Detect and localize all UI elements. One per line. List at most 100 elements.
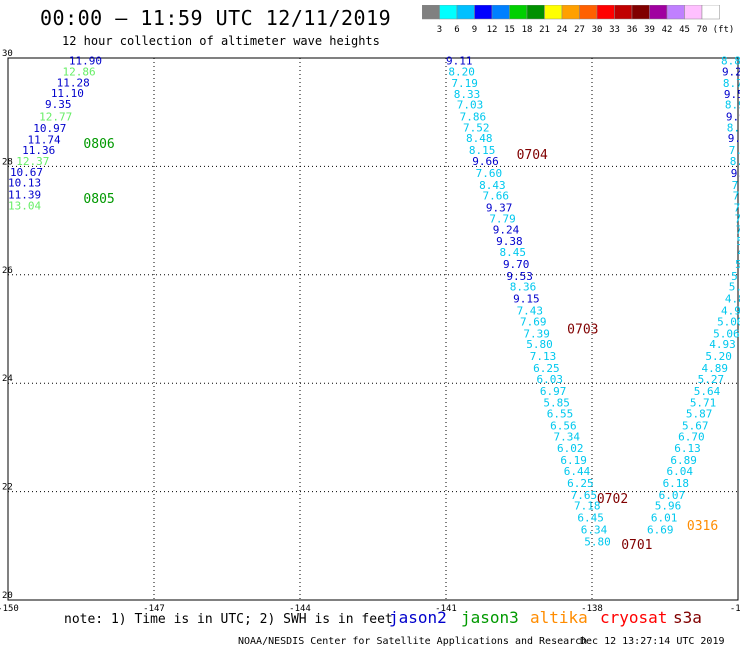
wave-height-point: 6.55	[547, 408, 574, 421]
satellite-label-cryosat: cryosat	[600, 608, 668, 627]
pass-time-label: 0805	[83, 192, 114, 207]
colorbar-tick-label: 15	[504, 25, 515, 35]
satellite-label-s3a: s3a	[673, 608, 702, 627]
credit-text: NOAA/NESDIS Center for Satellite Applica…	[238, 636, 588, 647]
pass-time-label: 0806	[83, 137, 114, 152]
wave-height-point: 7.19	[451, 77, 478, 90]
wave-height-point: 5.27	[698, 373, 725, 386]
wave-height-point: 7.60	[476, 167, 503, 180]
wave-height-point: 7.69	[520, 315, 547, 328]
wave-height-point: 6.89	[670, 454, 697, 467]
wave-height-point: 11.74	[27, 133, 60, 146]
wave-height-point: 6.44	[564, 465, 591, 478]
colorbar-tick-label: 21	[539, 25, 550, 35]
wave-height-point: 6.25	[533, 362, 560, 375]
wave-height-point: 7.6	[733, 190, 740, 203]
wave-height-point: 7.50	[732, 179, 740, 192]
colorbar-tick-label: 70	[697, 25, 708, 35]
wave-height-point: 8.15	[469, 144, 496, 157]
wave-height-point: 9.53	[506, 270, 533, 283]
wave-height-point: 5.0	[735, 258, 740, 271]
x-tick-label: -144	[289, 604, 311, 614]
wave-height-point: 4.84	[738, 246, 740, 259]
wave-height-point: 8.99	[725, 99, 740, 112]
wave-height-point: 7.5	[735, 212, 740, 225]
wave-height-point: 9.11	[446, 55, 473, 68]
colorbar-tick-label: 42	[662, 25, 673, 35]
pass-time-label: 0702	[597, 492, 628, 507]
wave-height-point: 6.13	[674, 442, 701, 455]
colorbar-tick-label: 3	[437, 25, 442, 35]
colorbar-tick-label: 33	[609, 25, 620, 35]
wave-height-point: 6.18	[663, 477, 690, 490]
wave-height-point: 10.13	[8, 177, 41, 190]
wave-height-point: 5.96	[655, 500, 682, 513]
wave-height-point: 4.86	[725, 293, 740, 306]
wave-height-point: 6.01	[651, 512, 678, 525]
wave-height-point: 4.89	[702, 362, 729, 375]
colorbar-tick-label: 27	[574, 25, 585, 35]
wave-height-point: 8.65	[727, 121, 740, 134]
colorbar-tick-label: 18	[522, 25, 533, 35]
wave-height-point: 7.86	[460, 111, 487, 124]
y-tick-label: 28	[2, 157, 13, 167]
wave-height-point: 9.15	[513, 293, 540, 306]
wave-height-point: 9.21	[731, 167, 740, 180]
satellite-label-altika: altika	[530, 608, 588, 627]
wave-height-point: 6.03	[537, 373, 564, 386]
data-points: 11.9012.8611.2811.109.3512.7710.9711.741…	[8, 55, 740, 549]
satellite-label-jason3: jason3	[461, 608, 519, 627]
x-tick-label: -141	[435, 604, 457, 614]
wave-height-point: 11.10	[51, 87, 84, 100]
wave-height-point: 4.93	[709, 338, 736, 351]
wave-height-point: 7.39	[523, 327, 550, 340]
wave-height-point: 6.56	[550, 419, 577, 432]
wave-height-point: 9.56	[724, 88, 740, 101]
wave-height-point: 9.38	[496, 235, 523, 248]
x-tick-label: -13	[730, 604, 740, 614]
wave-height-point: 5.80	[584, 535, 611, 548]
wave-height-point: 7.4	[734, 202, 740, 215]
wave-height-point: 5.20	[705, 350, 732, 363]
wave-height-point: 9.26	[722, 66, 740, 79]
wave-height-point: 9.38	[728, 132, 740, 145]
wave-height-point: 9.24	[493, 223, 520, 236]
wave-height-point: 5.00	[717, 315, 740, 328]
colorbar-units: (ft)	[713, 25, 735, 35]
wave-height-point: 5.87	[686, 408, 713, 421]
wave-height-point: 8.48	[466, 132, 493, 145]
wave-height-point: 7.52	[463, 121, 490, 134]
y-tick-label: 26	[2, 266, 13, 276]
pass-time-label: 0316	[687, 519, 718, 534]
wave-height-point: 8.36	[510, 281, 536, 294]
wave-height-point: 7.1	[736, 223, 740, 236]
wave-height-point: 5.06	[713, 327, 740, 340]
wave-height-point: 13.04	[8, 199, 41, 212]
wave-height-point: 6.02	[557, 442, 584, 455]
wave-height-point: 6.69	[647, 524, 674, 537]
pass-time-label: 0703	[567, 322, 598, 337]
y-tick-label: 30	[2, 49, 13, 59]
pass-time-label: 0704	[517, 148, 548, 163]
wave-height-point: 6.19	[560, 454, 587, 467]
wave-height-point: 7.65	[571, 489, 598, 502]
wave-height-point: 9.70	[503, 258, 530, 271]
x-tick-label: -138	[581, 604, 603, 614]
wave-height-point: 7.66	[483, 190, 510, 203]
generated-timestamp: Dec 12 13:27:14 UTC 2019	[580, 636, 725, 647]
wave-height-point: 7.13	[530, 350, 557, 363]
page-title: 00:00 — 11:59 UTC 12/11/2019	[40, 6, 392, 30]
wave-height-point: 6.45	[577, 512, 604, 525]
wave-height-point: 10.97	[33, 122, 66, 135]
colorbar-tick-label: 12	[487, 25, 498, 35]
satellite-label-jason2: jason2	[389, 608, 447, 627]
page-subtitle: 12 hour collection of altimeter wave hei…	[62, 34, 380, 48]
wave-height-point: 6.07	[659, 489, 686, 502]
wave-height-point: 11.39	[8, 189, 41, 202]
wave-height-point: 9.37	[486, 202, 513, 215]
y-tick-label: 22	[2, 483, 13, 493]
wave-height-point: 8.33	[454, 88, 481, 101]
colorbar-tick-label: 6	[454, 25, 459, 35]
wave-height-point: 7.79	[489, 212, 516, 225]
